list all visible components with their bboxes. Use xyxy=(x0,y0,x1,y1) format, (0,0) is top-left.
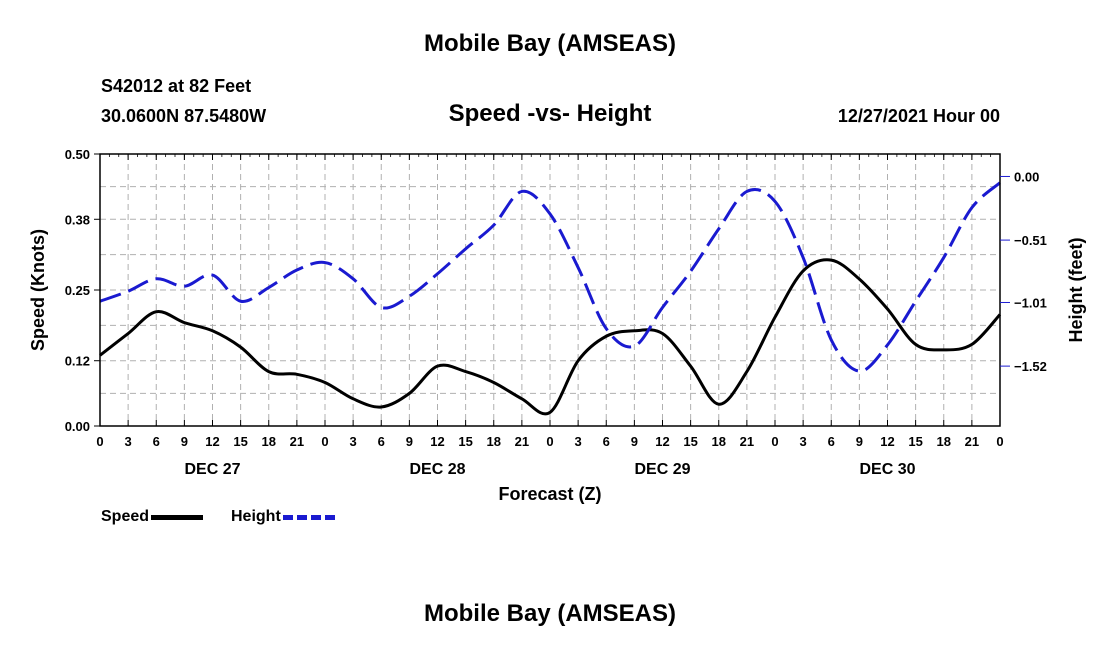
x-tick-label: 12 xyxy=(430,434,444,449)
series-height-line xyxy=(99,181,1001,373)
x-tick-label: 3 xyxy=(350,434,357,449)
x-tick-label: 6 xyxy=(153,434,160,449)
legend-height: Height xyxy=(231,508,335,526)
y-right-tick-label: −0.51 xyxy=(1014,233,1047,248)
x-tick-label: 15 xyxy=(233,434,247,449)
x-tick-label: 12 xyxy=(205,434,219,449)
y-right-tick-label: 0.00 xyxy=(1014,169,1039,184)
y-left-tick-label: 0.00 xyxy=(65,419,90,434)
x-tick-label: 0 xyxy=(771,434,778,449)
x-tick-label: 9 xyxy=(856,434,863,449)
x-tick-label: 21 xyxy=(515,434,529,449)
x-tick-label: 0 xyxy=(996,434,1003,449)
day-label: DEC 27 xyxy=(184,461,240,478)
y-left-tick-label: 0.38 xyxy=(65,212,90,227)
grid xyxy=(100,154,1000,426)
x-tick-label: 0 xyxy=(546,434,553,449)
x-tick-label: 18 xyxy=(937,434,951,449)
day-label: DEC 29 xyxy=(634,461,690,478)
page-title-bottom: Mobile Bay (AMSEAS) xyxy=(423,600,677,627)
x-tick-label: 15 xyxy=(458,434,472,449)
forecast-date-label: 12/27/2021 Hour 00 xyxy=(837,106,1000,126)
x-tick-label: 15 xyxy=(908,434,922,449)
legend-height-swatch xyxy=(282,514,335,520)
axes: 0 3 6 9 12 15 18 21 0 3 6 9 12 15 18 21 0 3 6 9 12 15 18 21 0 3 6 9… xyxy=(65,147,1047,478)
x-tick-label: 3 xyxy=(800,434,807,449)
x-tick-label: 15 xyxy=(683,434,697,449)
y-left-tick-label: 0.50 xyxy=(65,147,90,162)
series-speed-line xyxy=(99,258,1002,416)
x-tick-label: 9 xyxy=(181,434,188,449)
series-layer xyxy=(99,181,1002,416)
x-tick-label: 21 xyxy=(290,434,304,449)
coordinates-label: 30.0600N 87.5480W xyxy=(101,106,267,126)
x-tick-label: 6 xyxy=(828,434,835,449)
x-tick-label: 12 xyxy=(655,434,669,449)
y-axis-right-title: Height (feet) xyxy=(1066,238,1086,343)
y-right-tick-label: −1.52 xyxy=(1014,359,1047,374)
legend-speed-label: Speed xyxy=(101,508,150,525)
x-tick-label: 21 xyxy=(740,434,754,449)
y-left-tick-label: 0.25 xyxy=(65,283,90,298)
day-label: DEC 28 xyxy=(409,461,465,478)
legend-speed-swatch xyxy=(151,514,204,520)
x-tick-label: 6 xyxy=(378,434,385,449)
x-tick-label: 18 xyxy=(712,434,726,449)
x-tick-label: 0 xyxy=(321,434,328,449)
x-tick-label: 3 xyxy=(125,434,132,449)
x-tick-label: 3 xyxy=(575,434,582,449)
x-tick-label: 18 xyxy=(262,434,276,449)
legend-speed: Speed xyxy=(101,508,204,526)
y-axis-left-title: Speed (Knots) xyxy=(28,229,48,351)
station-label: S42012 at 82 Feet xyxy=(101,76,252,96)
x-tick-label: 18 xyxy=(487,434,501,449)
day-label: DEC 30 xyxy=(859,461,915,478)
legend-height-label: Height xyxy=(231,508,281,525)
y-left-tick-label: 0.12 xyxy=(65,354,90,369)
page-title-top: Mobile Bay (AMSEAS) xyxy=(423,30,677,57)
x-tick-label: 21 xyxy=(965,434,979,449)
x-tick-label: 0 xyxy=(96,434,103,449)
x-tick-label: 9 xyxy=(631,434,638,449)
y-right-tick-label: −1.01 xyxy=(1014,295,1047,310)
x-tick-label: 6 xyxy=(603,434,610,449)
x-axis-title: Forecast (Z) xyxy=(498,484,601,504)
x-tick-label: 9 xyxy=(406,434,413,449)
x-tick-label: 12 xyxy=(880,434,894,449)
chart-title: Speed -vs- Height xyxy=(448,100,652,127)
